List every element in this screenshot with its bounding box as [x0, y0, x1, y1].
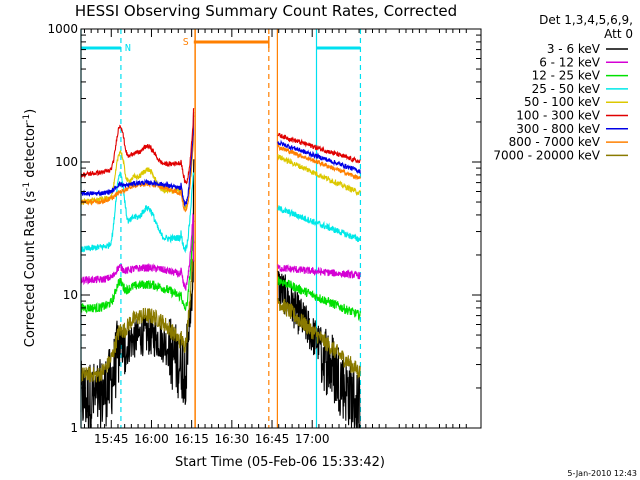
x-tick-label: 16:00	[134, 432, 169, 446]
legend-label: 100 - 300 keV	[516, 109, 600, 123]
y-tick-label: 10	[63, 288, 78, 302]
saa-label: S	[183, 37, 189, 48]
axes: 15:45 16:00 16:15 16:30 16:45 17:00 1 10 100 1000	[47, 22, 481, 446]
series-line-magenta-seg0	[80, 212, 195, 291]
y-axis-label: Corrected Count Rate (s-1 detector-1)	[22, 109, 38, 347]
legend-label: 25 - 50 keV	[532, 82, 601, 96]
x-tick-label: 16:30	[215, 432, 250, 446]
chart-title: HESSI Observing Summary Count Rates, Cor…	[75, 2, 457, 20]
y-tick-label: 1000	[47, 22, 78, 36]
night-label: N	[125, 43, 131, 54]
series-line-green-seg1	[277, 276, 361, 322]
legend-label: 12 - 25 keV	[532, 69, 601, 83]
plot-frame	[80, 28, 482, 429]
x-axis-label: Start Time (05-Feb-06 15:33:42)	[175, 455, 385, 470]
series-line-orange-seg1	[277, 144, 361, 180]
legend-label: 7000 - 20000 keV	[493, 148, 600, 162]
series-line-black-seg1	[277, 270, 361, 429]
x-tick-label: 16:45	[255, 432, 290, 446]
series-line-green-seg0	[80, 227, 195, 314]
series-line-red-seg0	[80, 108, 195, 185]
series-line-blue-seg0	[80, 112, 195, 208]
series-line-magenta-seg1	[277, 263, 361, 280]
series-line-black-seg0	[80, 159, 195, 429]
series-line-olive-seg1	[277, 298, 361, 380]
series-line-olive-seg0	[80, 220, 195, 383]
series-line-yellow-seg1	[277, 154, 361, 196]
x-tick-label: 17:00	[295, 432, 330, 446]
legend-label: 6 - 12 keV	[539, 55, 601, 69]
x-tick-label: 16:15	[174, 432, 209, 446]
series-layer	[80, 108, 361, 429]
series-line-cyan-seg0	[80, 171, 195, 254]
legend-label: 3 - 6 keV	[547, 42, 601, 56]
legend-label: 50 - 100 keV	[524, 95, 601, 109]
series-line-orange-seg0	[80, 115, 195, 213]
legend-header-detectors: Det 1,3,4,5,6,9,	[539, 13, 633, 27]
y-tick-label: 1	[70, 421, 78, 435]
legend-header-attenuator: Att 0	[604, 27, 633, 41]
legend-label: 300 - 800 keV	[516, 122, 600, 136]
night-saa-annotations: NS	[80, 29, 362, 428]
x-tick-label: 15:45	[94, 432, 129, 446]
footer-date: 5-Jan-2010 12:43	[567, 469, 637, 478]
series-line-cyan-seg1	[277, 205, 361, 243]
series-line-blue-seg1	[277, 139, 361, 175]
legend-label: 800 - 7000 keV	[509, 135, 601, 149]
y-tick-label: 100	[55, 155, 78, 169]
series-line-red-seg1	[277, 132, 361, 164]
